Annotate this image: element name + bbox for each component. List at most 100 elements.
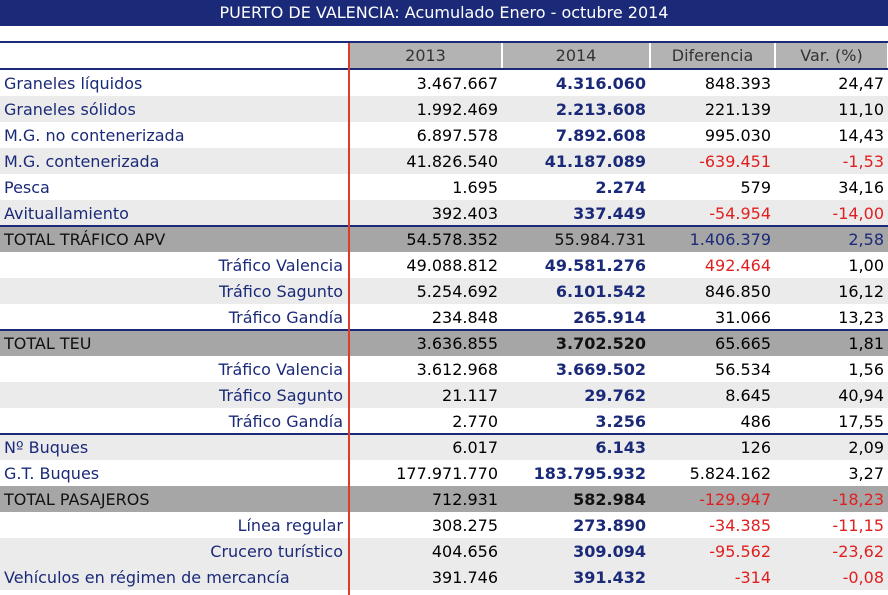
value-cell: 6.101.542: [502, 278, 650, 304]
value-cell: 391.746: [349, 564, 502, 590]
column-header: Var. (%): [776, 43, 887, 68]
value-cell: 579: [650, 174, 775, 200]
value-cell: 56.534: [650, 356, 775, 382]
value-cell: 183.795.932: [502, 460, 650, 486]
value-cell: 41.187.089: [502, 148, 650, 174]
row-label: Graneles sólidos: [0, 96, 349, 122]
value-cell: 21.117: [349, 382, 502, 408]
value-cell: 3.467.667: [349, 70, 502, 96]
value-cell: 34,16: [775, 174, 888, 200]
value-cell: 3,27: [775, 460, 888, 486]
row-label: Tráfico Valencia: [0, 252, 349, 278]
value-cell: 2,09: [775, 434, 888, 460]
value-cell: 2,58: [775, 226, 888, 252]
row-label: Línea regular: [0, 512, 349, 538]
value-cell: 1,56: [775, 356, 888, 382]
value-cell: 995.030: [650, 122, 775, 148]
value-cell: -314: [650, 564, 775, 590]
value-cell: 582.984: [502, 486, 650, 512]
separator: [0, 68, 888, 70]
row-label: TOTAL TRÁFICO APV: [0, 226, 349, 252]
row-label: TOTAL TEU: [0, 330, 349, 356]
row-label: TOTAL PASAJEROS: [0, 486, 349, 512]
value-cell: 273.890: [502, 512, 650, 538]
value-cell: 2.213.608: [502, 96, 650, 122]
separator: [0, 41, 888, 43]
value-cell: 392.403: [349, 200, 502, 226]
column-header: 2014: [503, 43, 649, 68]
value-cell: 40,94: [775, 382, 888, 408]
row-label: Avituallamiento: [0, 200, 349, 226]
value-cell: -23,62: [775, 538, 888, 564]
value-cell: 16,12: [775, 278, 888, 304]
row-label: Tráfico Valencia: [0, 356, 349, 382]
column-header: Diferencia: [651, 43, 774, 68]
separator: [0, 225, 888, 227]
row-label: Tráfico Gandía: [0, 304, 349, 330]
value-cell: 14,43: [775, 122, 888, 148]
value-cell: 41.826.540: [349, 148, 502, 174]
value-cell: 234.848: [349, 304, 502, 330]
value-cell: 6.017: [349, 434, 502, 460]
value-cell: 1,81: [775, 330, 888, 356]
row-label: Vehículos en régimen de mercancía: [0, 564, 349, 590]
value-cell: 29.762: [502, 382, 650, 408]
row-label: Graneles líquidos: [0, 70, 349, 96]
value-cell: 486: [650, 408, 775, 434]
value-cell: 6.897.578: [349, 122, 502, 148]
value-cell: 3.256: [502, 408, 650, 434]
value-cell: -34.385: [650, 512, 775, 538]
column-header: 2013: [350, 43, 501, 68]
value-cell: -1,53: [775, 148, 888, 174]
value-cell: 49.581.276: [502, 252, 650, 278]
row-label: G.T. Buques: [0, 460, 349, 486]
value-cell: 6.143: [502, 434, 650, 460]
value-cell: 1.695: [349, 174, 502, 200]
row-label: Tráfico Sagunto: [0, 382, 349, 408]
value-cell: 221.139: [650, 96, 775, 122]
value-cell: 1.992.469: [349, 96, 502, 122]
value-cell: 337.449: [502, 200, 650, 226]
value-cell: 848.393: [650, 70, 775, 96]
value-cell: 3.702.520: [502, 330, 650, 356]
row-label: Nº Buques: [0, 434, 349, 460]
value-cell: 31.066: [650, 304, 775, 330]
value-cell: 404.656: [349, 538, 502, 564]
value-cell: 126: [650, 434, 775, 460]
value-cell: -54.954: [650, 200, 775, 226]
value-cell: 492.464: [650, 252, 775, 278]
value-cell: 65.665: [650, 330, 775, 356]
value-cell: -639.451: [650, 148, 775, 174]
value-cell: 265.914: [502, 304, 650, 330]
row-label: Pesca: [0, 174, 349, 200]
value-cell: 3.612.968: [349, 356, 502, 382]
value-cell: 712.931: [349, 486, 502, 512]
separator: [0, 433, 888, 435]
value-cell: 309.094: [502, 538, 650, 564]
value-cell: 8.645: [650, 382, 775, 408]
value-cell: 55.984.731: [502, 226, 650, 252]
row-label: Tráfico Sagunto: [0, 278, 349, 304]
value-cell: 7.892.608: [502, 122, 650, 148]
value-cell: 4.316.060: [502, 70, 650, 96]
column-divider: [348, 43, 350, 595]
row-label: Tráfico Gandía: [0, 408, 349, 434]
value-cell: 2.274: [502, 174, 650, 200]
value-cell: 1,00: [775, 252, 888, 278]
value-cell: 2.770: [349, 408, 502, 434]
value-cell: -129.947: [650, 486, 775, 512]
value-cell: 177.971.770: [349, 460, 502, 486]
value-cell: -14,00: [775, 200, 888, 226]
value-cell: 49.088.812: [349, 252, 502, 278]
value-cell: 308.275: [349, 512, 502, 538]
row-label: M.G. contenerizada: [0, 148, 349, 174]
value-cell: 846.850: [650, 278, 775, 304]
separator: [0, 329, 888, 331]
value-cell: 3.669.502: [502, 356, 650, 382]
value-cell: 1.406.379: [650, 226, 775, 252]
row-label: Crucero turístico: [0, 538, 349, 564]
value-cell: 54.578.352: [349, 226, 502, 252]
value-cell: 11,10: [775, 96, 888, 122]
value-cell: -11,15: [775, 512, 888, 538]
